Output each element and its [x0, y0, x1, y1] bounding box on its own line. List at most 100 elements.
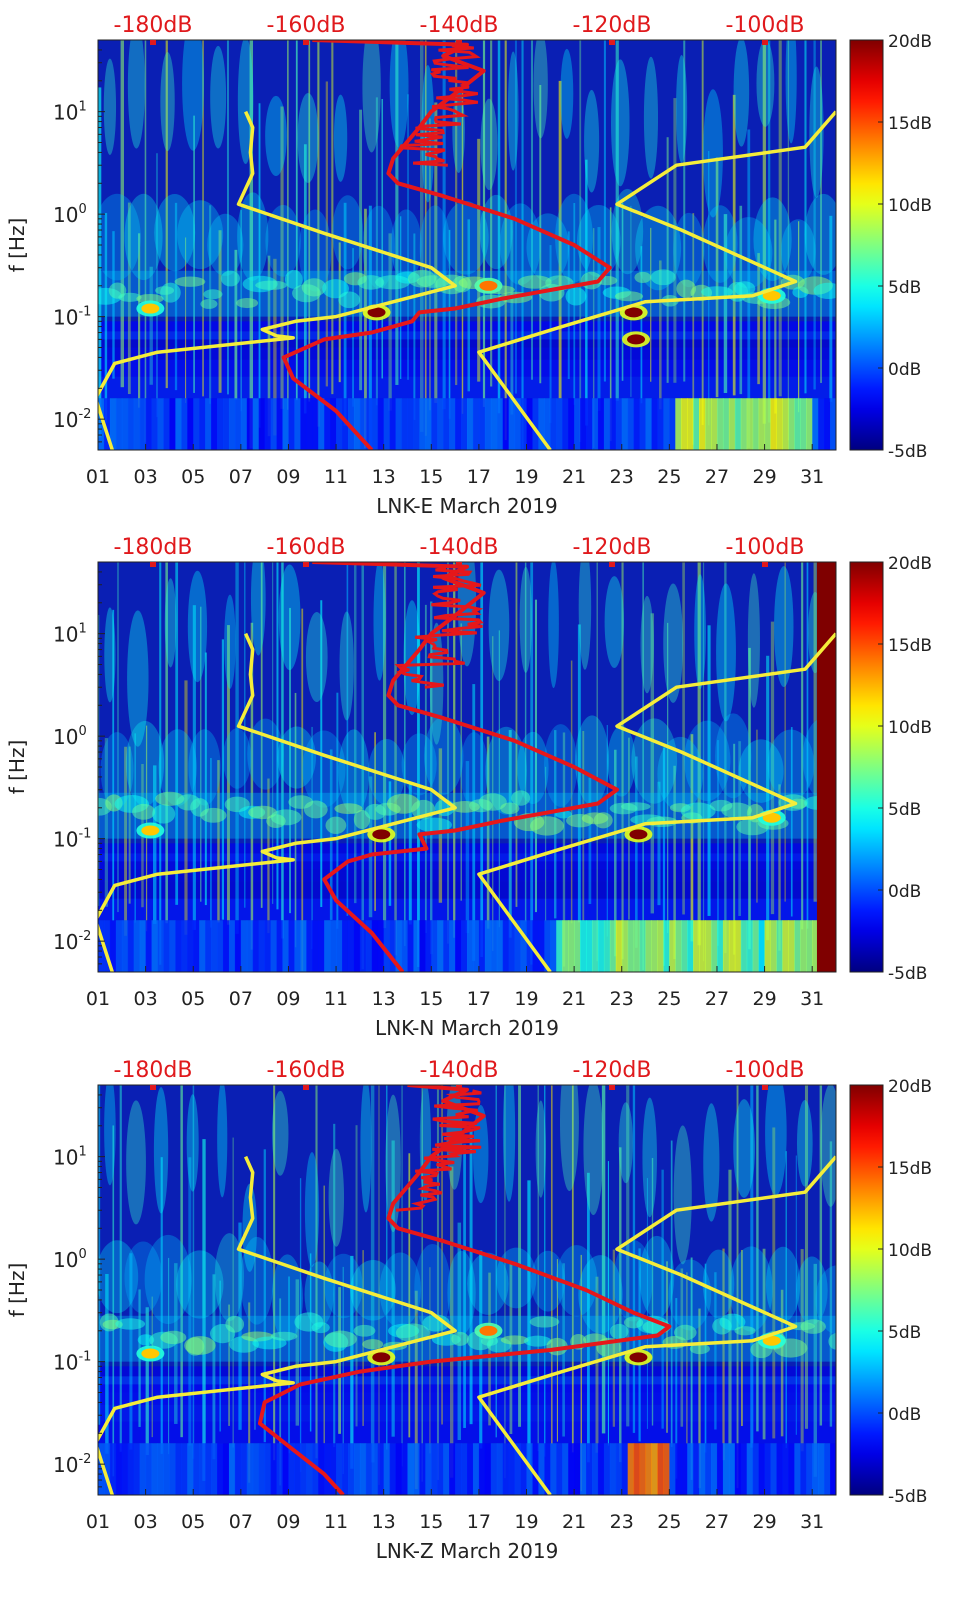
spectrogram-plume	[676, 54, 688, 163]
spectrogram-stripe	[219, 1280, 221, 1432]
spectrogram-low-cell	[556, 920, 563, 972]
spectrogram-low-cell	[145, 920, 153, 972]
spectrogram-low-cell	[484, 1443, 492, 1495]
spectrogram-stripe	[690, 1257, 693, 1480]
spectrogram-low-cell	[139, 398, 147, 450]
spectrogram-plume	[611, 59, 630, 187]
spectrogram-plume	[507, 51, 519, 171]
spectrogram-stripe	[650, 227, 652, 382]
colorbar-label: 5dB	[888, 278, 921, 298]
spectrogram-stripe	[368, 776, 373, 918]
spectrogram-stripe	[244, 562, 246, 908]
spectrogram-plume	[684, 720, 731, 802]
top-db-tick	[456, 40, 462, 45]
spectrogram-plume	[305, 611, 328, 703]
spectrogram-low-cell	[449, 920, 456, 972]
spectrogram-plume	[715, 713, 752, 799]
microseism-patch	[673, 1324, 697, 1341]
spectrogram-low-cell	[705, 1443, 712, 1495]
spectrogram-low-cell	[145, 1443, 153, 1495]
spectrogram-plume	[535, 1100, 546, 1198]
spectrogram-stripe	[217, 760, 220, 923]
spectrogram-low-cell	[782, 1443, 789, 1495]
spectrogram-stripe	[128, 746, 131, 904]
spectrogram-stripe	[515, 562, 518, 907]
spectrogram-low-cell	[591, 1443, 599, 1495]
spectrogram-low-cell	[169, 398, 176, 450]
spectrogram-low-cell	[544, 398, 551, 450]
spectrogram-low-cell	[157, 1443, 164, 1495]
spectrogram-low-cell	[556, 398, 563, 450]
top-db-label: -100dB	[726, 13, 805, 38]
spectrogram-low-cell	[681, 920, 688, 972]
spectrogram-low-cell	[669, 1443, 676, 1495]
spectrogram-stripe	[104, 212, 108, 423]
spectrogram-low-cell	[276, 1443, 283, 1495]
spectrogram-stripe	[640, 246, 643, 404]
spectrogram-low-cell	[615, 920, 623, 972]
spectrogram-low-cell	[449, 398, 456, 450]
microseism-patch	[523, 1335, 552, 1347]
spectrogram-low-cell	[461, 920, 468, 972]
spectrogram-low-cell	[342, 920, 349, 972]
spectrogram-band	[98, 843, 836, 854]
x-tick-label: 19	[514, 1511, 538, 1533]
spectrogram-stripe	[524, 562, 527, 922]
spectrogram-plume	[447, 1250, 476, 1335]
spectrogram-low-cell	[699, 1443, 706, 1495]
spectrogram-low-cell	[609, 398, 617, 450]
spectrogram-low-cell	[740, 398, 748, 450]
spectrogram-stripe	[192, 1085, 195, 1459]
x-tick-label: 21	[562, 988, 586, 1010]
spectrogram-stripe	[690, 734, 694, 942]
spectrogram-plume	[780, 219, 816, 284]
spectrogram-stripe	[404, 562, 406, 947]
spectrogram-stripe	[165, 562, 168, 924]
spectrogram-low-cell	[246, 920, 254, 972]
spectrogram-plume	[182, 40, 204, 151]
spectrogram-stripe	[482, 40, 486, 407]
spectrogram-low-cell	[467, 920, 474, 972]
spectrogram-low-cell	[145, 398, 153, 450]
spectrogram-low-cell	[336, 398, 343, 450]
spectrogram-plume	[368, 738, 406, 806]
spectrogram-stripe	[156, 153, 158, 418]
spectrogram-low-cell	[484, 398, 492, 450]
spectrogram-low-cell	[461, 398, 468, 450]
hotspot-core	[367, 307, 386, 318]
spectrogram-low-cell	[514, 920, 522, 972]
spectrogram-stripe	[650, 613, 655, 914]
microseism-patch	[248, 805, 277, 820]
spectrogram-low-cell	[330, 920, 337, 972]
spectrogram-stripe	[785, 1151, 787, 1449]
spectrogram-stripe	[212, 1274, 216, 1460]
top-db-label: -140dB	[420, 1058, 499, 1083]
spectrogram-low-cell	[324, 1443, 331, 1495]
spectrogram-stripe	[646, 1178, 648, 1429]
spectrogram-low-cell	[425, 398, 432, 450]
microseism-patch	[270, 1331, 298, 1341]
spectrogram-stripe	[414, 1290, 418, 1490]
spectrogram-stripe	[98, 615, 100, 906]
spectrogram-low-cell	[496, 398, 504, 450]
x-tick-label: 05	[181, 466, 205, 488]
x-tick-label: 13	[372, 988, 396, 1010]
microseism-patch	[828, 1333, 836, 1350]
spectrogram-low-cell	[633, 398, 641, 450]
microseism-patch	[565, 287, 587, 306]
spectrogram-stripe	[813, 1263, 817, 1477]
spectrogram-low-cell	[520, 920, 528, 972]
spectrogram-stripe	[801, 562, 804, 930]
spectrogram-low-cell	[443, 920, 450, 972]
spectrogram-low-cell	[371, 398, 379, 450]
top-db-tick	[609, 562, 615, 567]
spectrogram-stripe	[601, 1085, 606, 1434]
spectrogram-plume	[207, 213, 244, 276]
spectrogram-stripe	[417, 562, 420, 967]
spectrogram-stripe	[295, 1279, 300, 1426]
spectrogram-low-cell	[621, 398, 629, 450]
spectrogram-low-cell	[217, 398, 224, 450]
spectrogram-low-cell	[211, 398, 218, 450]
spectrogram-low-cell	[199, 398, 206, 450]
spectrogram-low-cell	[794, 398, 801, 450]
